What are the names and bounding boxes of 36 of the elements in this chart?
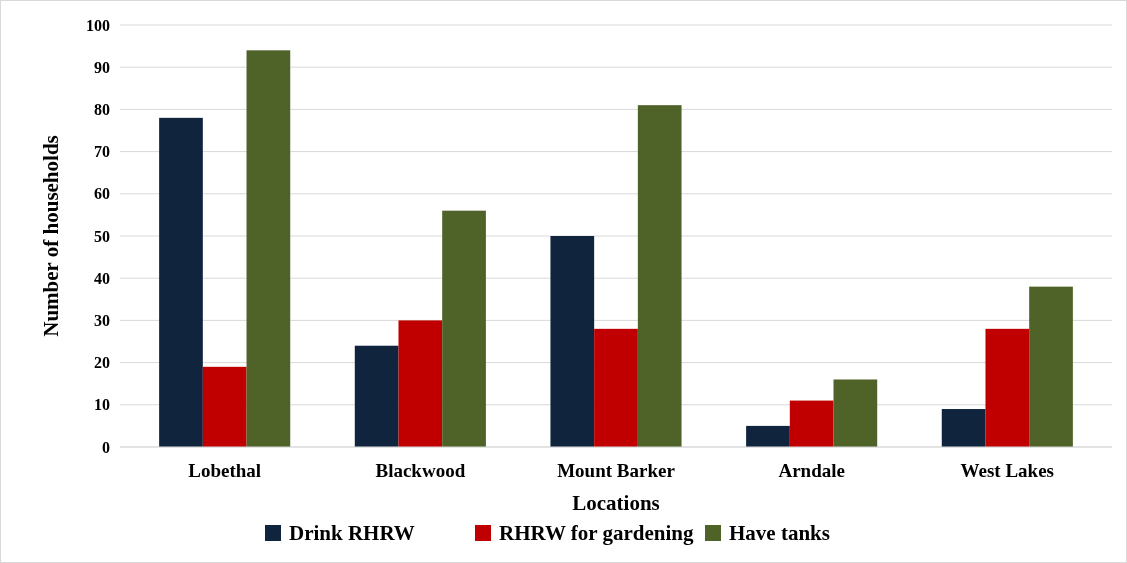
bar <box>594 328 638 447</box>
bar <box>985 328 1030 447</box>
bar <box>202 366 247 447</box>
y-tick-label: 20 <box>94 354 110 372</box>
y-tick-label: 90 <box>94 58 110 76</box>
x-tick-label: Mount Barker <box>557 460 676 481</box>
y-tick-label: 30 <box>94 312 110 329</box>
bar <box>354 345 399 447</box>
y-tick-label: 0 <box>102 438 110 456</box>
legend-label: Drink RHRW <box>289 521 415 546</box>
x-tick-label: Arndale <box>778 460 845 481</box>
y-tick-label: 10 <box>94 396 110 414</box>
x-tick-label: Blackwood <box>375 460 466 481</box>
bar <box>833 379 878 447</box>
legend-label: RHRW for gardening <box>499 521 694 546</box>
bar <box>442 210 486 447</box>
bar <box>159 117 203 447</box>
bar <box>789 400 834 447</box>
bar <box>746 425 790 447</box>
bar <box>550 236 595 447</box>
bar <box>246 50 291 447</box>
y-tick-label: 100 <box>86 16 110 34</box>
y-tick-label: 70 <box>94 143 110 161</box>
legend-label: Have tanks <box>729 521 830 546</box>
bar <box>1029 286 1073 447</box>
y-tick-label: 50 <box>94 227 110 245</box>
x-tick-label: Lobethal <box>188 460 262 481</box>
bar <box>941 409 986 447</box>
x-axis-title: Locations <box>572 491 660 515</box>
x-tick-label: West Lakes <box>960 460 1055 481</box>
bar <box>398 320 443 447</box>
y-tick-label: 40 <box>94 269 110 287</box>
y-axis-title: Number of households <box>39 135 63 337</box>
y-tick-label: 80 <box>94 101 110 118</box>
y-tick-label: 60 <box>94 185 110 203</box>
bar <box>637 105 682 447</box>
